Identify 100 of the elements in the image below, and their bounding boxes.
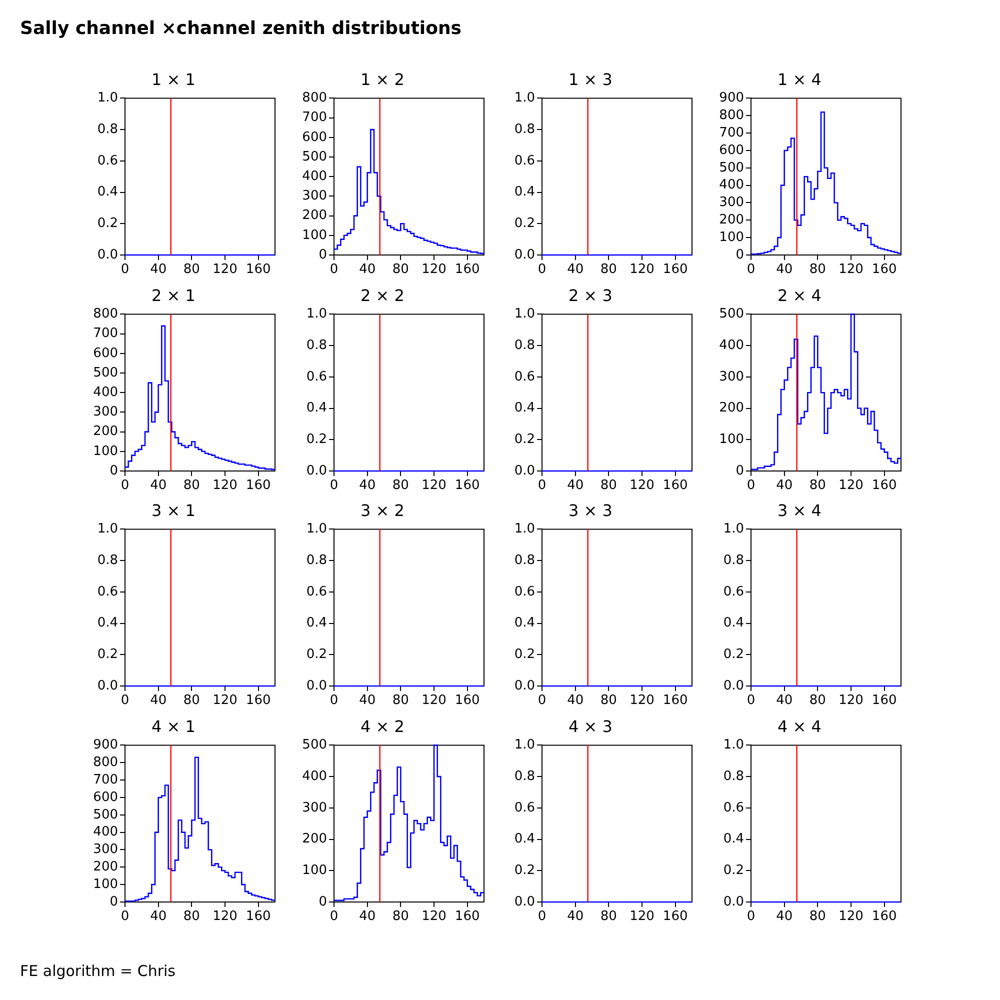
y-tick-label: 0.4 [514, 831, 536, 846]
x-tick-label: 40 [358, 908, 376, 924]
y-tick-label: 600 [93, 789, 118, 804]
y-tick-label: 900 [719, 90, 744, 106]
x-tick-label: 160 [663, 262, 688, 278]
y-tick-label: 0.4 [514, 616, 536, 631]
x-tick-label: 80 [809, 693, 826, 708]
x-tick-label: 0 [120, 693, 130, 708]
x-tick-label: 0 [746, 693, 756, 708]
y-tick-label: 1.0 [306, 522, 327, 537]
y-tick-label: 0.8 [514, 122, 536, 137]
y-tick-label: 0.0 [97, 247, 118, 262]
chart-title: 2 × 1 [152, 285, 196, 304]
chart-title: 1 × 4 [778, 70, 822, 89]
x-tick-label: 40 [358, 262, 376, 278]
x-tick-label: 40 [150, 908, 167, 924]
y-tick-label: 0.2 [723, 862, 744, 878]
y-tick-label: 0.0 [514, 462, 536, 478]
y-tick-label: 1.0 [723, 737, 744, 752]
y-tick-label: 0.8 [723, 552, 744, 568]
y-tick-label: 700 [719, 125, 744, 140]
x-tick-label: 160 [246, 693, 271, 708]
y-tick-label: 0 [736, 247, 744, 262]
x-tick-label: 120 [421, 908, 446, 924]
x-tick-label: 120 [421, 693, 446, 708]
x-tick-label: 80 [392, 908, 409, 924]
y-tick-label: 400 [719, 337, 744, 352]
y-tick-label: 0.0 [723, 894, 744, 909]
x-tick-label: 0 [330, 908, 338, 924]
y-tick-label: 300 [302, 800, 327, 815]
y-tick-label: 600 [719, 142, 744, 158]
y-tick-label: 0 [110, 894, 118, 909]
y-tick-label: 0.4 [723, 831, 744, 846]
y-tick-label: 200 [719, 212, 744, 228]
y-tick-label: 0.6 [514, 153, 536, 168]
x-tick-label: 40 [150, 478, 167, 493]
x-tick-label: 120 [838, 262, 864, 278]
y-tick-label: 700 [93, 772, 118, 787]
chart-title: 3 × 3 [568, 500, 613, 520]
y-tick-label: 400 [93, 824, 118, 840]
x-tick-label: 80 [809, 908, 826, 924]
y-tick-label: 0.8 [514, 552, 536, 568]
x-tick-label: 80 [809, 478, 826, 493]
y-tick-label: 1.0 [514, 90, 536, 106]
y-tick-label: 0.0 [723, 678, 744, 694]
x-tick-label: 0 [538, 478, 547, 493]
chart-title: 3 × 1 [152, 500, 196, 520]
y-tick-label: 0.8 [514, 768, 536, 784]
text: FE algorithm = Chris [20, 962, 176, 980]
x-tick-label: 120 [630, 262, 655, 278]
x-tick-label: 0 [538, 908, 547, 924]
y-tick-label: 500 [302, 737, 327, 752]
y-tick-label: 0.8 [514, 337, 536, 352]
y-tick-label: 200 [93, 424, 118, 439]
y-tick-label: 0.0 [514, 894, 536, 909]
y-tick-label: 100 [93, 443, 118, 458]
x-tick-label: 80 [183, 908, 200, 924]
x-tick-label: 160 [872, 908, 897, 924]
x-tick-label: 80 [809, 262, 826, 278]
chart-title: 1 × 2 [360, 70, 404, 89]
y-tick-label: 1.0 [514, 306, 536, 322]
y-tick-label: 200 [302, 208, 327, 224]
x-tick-label: 0 [120, 262, 130, 278]
y-tick-label: 400 [302, 768, 327, 784]
x-tick-label: 40 [776, 478, 793, 493]
y-tick-label: 0 [318, 894, 327, 909]
y-tick-label: 100 [719, 230, 744, 245]
chart-title: 2 × 2 [360, 285, 404, 304]
x-tick-label: 120 [838, 693, 864, 708]
x-tick-label: 160 [454, 262, 480, 278]
chart-title: 3 × 2 [360, 500, 404, 520]
y-tick-label: 200 [93, 859, 118, 874]
y-tick-label: 0.6 [97, 153, 118, 168]
x-tick-label: 0 [120, 478, 130, 493]
x-tick-label: 160 [663, 693, 688, 708]
x-tick-label: 80 [392, 693, 409, 708]
y-tick-label: 0.4 [514, 400, 536, 416]
y-tick-label: 0.6 [723, 584, 744, 600]
y-tick-label: 0.8 [306, 552, 327, 568]
x-tick-label: 80 [600, 262, 618, 278]
y-tick-label: 1.0 [97, 90, 118, 106]
y-tick-label: 400 [93, 384, 118, 400]
y-tick-label: 800 [93, 754, 118, 770]
y-tick-label: 0.8 [723, 768, 744, 784]
chart-title: 4 × 1 [152, 716, 196, 736]
y-tick-label: 0.4 [97, 184, 118, 200]
y-tick-label: 800 [93, 306, 118, 322]
y-tick-label: 0.0 [306, 678, 327, 694]
y-tick-label: 500 [302, 149, 327, 164]
x-tick-label: 0 [330, 693, 338, 708]
chart-title: 2 × 3 [568, 285, 613, 304]
text: Sally channel ×channel zenith distributions [20, 18, 462, 39]
y-tick-label: 0.6 [97, 584, 118, 600]
y-tick-label: 700 [93, 326, 118, 341]
y-tick-label: 600 [302, 130, 327, 145]
chart-title: 4 × 3 [568, 716, 613, 736]
x-tick-label: 80 [183, 478, 200, 493]
y-tick-label: 0.0 [97, 678, 118, 694]
y-tick-label: 0.4 [514, 184, 536, 200]
x-tick-label: 0 [120, 908, 130, 924]
